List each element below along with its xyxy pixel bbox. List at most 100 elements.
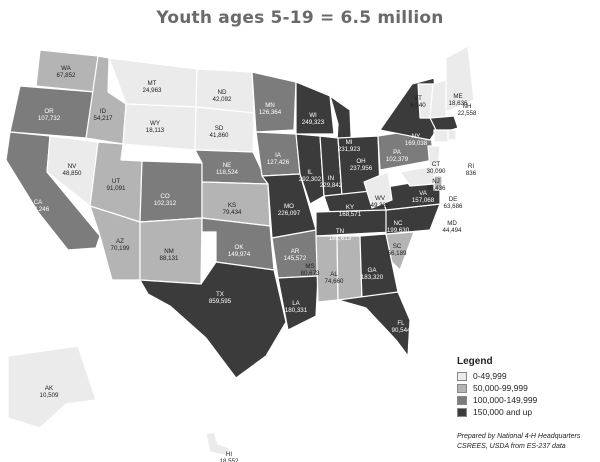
state-abbr: MN bbox=[265, 102, 275, 109]
state-value: 102,312 bbox=[154, 200, 177, 207]
state-label-co: CO 102,312 bbox=[154, 193, 177, 207]
state-value: 70,199 bbox=[111, 245, 130, 252]
state-value: 164,128 bbox=[463, 156, 486, 163]
state-value: 229,842 bbox=[320, 182, 343, 189]
state-abbr: NH bbox=[463, 103, 472, 110]
state-abbr: ME bbox=[453, 93, 462, 100]
state-value: 79,434 bbox=[223, 209, 242, 216]
state-abbr: GA bbox=[368, 267, 378, 274]
state-value: 118,524 bbox=[216, 169, 238, 176]
state-nh bbox=[429, 79, 447, 119]
state-label-mn: MN 126,364 bbox=[259, 102, 282, 116]
state-label-az: AZ 70,199 bbox=[111, 238, 130, 252]
state-value: 67,852 bbox=[57, 72, 76, 79]
state-value: 157,068 bbox=[412, 197, 435, 204]
state-value: 6,040 bbox=[410, 102, 426, 109]
state-label-nd: ND 42,092 bbox=[213, 89, 232, 103]
state-label-ne: NE 118,524 bbox=[216, 162, 238, 176]
state-label-wy: WY 18,113 bbox=[146, 120, 165, 134]
state-wi bbox=[295, 81, 335, 135]
state-label-or: OR 107,732 bbox=[38, 108, 61, 122]
state-abbr: IN bbox=[328, 175, 334, 182]
state-ms bbox=[315, 235, 339, 303]
state-value: 102,379 bbox=[386, 156, 409, 163]
state-value: 90,544 bbox=[392, 327, 411, 334]
state-label-wv: WV 49,335 bbox=[371, 195, 390, 209]
state-value: 249,323 bbox=[302, 119, 325, 126]
state-il bbox=[295, 133, 325, 205]
state-label-id: ID 54,217 bbox=[94, 108, 113, 122]
state-abbr: SC bbox=[393, 243, 402, 250]
state-value: 74,660 bbox=[325, 278, 344, 285]
state-wv bbox=[363, 171, 393, 209]
state-abbr: AL bbox=[330, 271, 338, 278]
state-az bbox=[89, 205, 141, 281]
state-label-mo: MO 226,097 bbox=[278, 203, 301, 217]
state-value: 42,092 bbox=[213, 96, 232, 103]
state-abbr: IA bbox=[275, 152, 282, 159]
state-abbr: TN bbox=[336, 228, 344, 235]
state-value: 180,331 bbox=[285, 307, 308, 314]
state-value: 18,113 bbox=[146, 127, 165, 134]
state-label-al: AL 74,660 bbox=[325, 271, 344, 285]
state-label-la: LA 180,331 bbox=[285, 300, 308, 314]
state-value: 231,923 bbox=[338, 146, 361, 153]
state-abbr: OK bbox=[235, 244, 245, 251]
state-hi bbox=[205, 431, 231, 457]
state-abbr: VA bbox=[419, 190, 428, 197]
state-value: 226,097 bbox=[278, 210, 301, 217]
state-abbr: WA bbox=[61, 65, 72, 72]
state-abbr: NY bbox=[412, 133, 421, 140]
state-label-vt: VT 6,040 bbox=[410, 95, 426, 109]
state-label-sc: SC 56,189 bbox=[388, 243, 407, 257]
state-abbr: IL bbox=[307, 169, 313, 176]
state-value: 126,364 bbox=[259, 109, 282, 116]
state-abbr: NE bbox=[223, 162, 232, 169]
state-value: 18,552 bbox=[220, 458, 239, 462]
state-abbr: MO bbox=[284, 203, 294, 210]
state-value: 292,302 bbox=[299, 176, 322, 183]
state-ne bbox=[194, 149, 269, 185]
legend-label: 0-49,999 bbox=[473, 371, 507, 381]
state-ct bbox=[433, 129, 449, 143]
state-abbr: MD bbox=[447, 220, 457, 227]
state-value: 107,732 bbox=[38, 115, 61, 122]
state-value: 49,335 bbox=[371, 202, 390, 209]
state-de bbox=[433, 175, 443, 191]
state-abbr: RI bbox=[468, 163, 474, 170]
legend-label: 150,000 and up bbox=[473, 407, 533, 417]
state-label-ri: RI 836 bbox=[466, 163, 477, 177]
state-value: 88,131 bbox=[160, 255, 179, 262]
state-value: 48,850 bbox=[63, 170, 82, 177]
state-value: 122,246 bbox=[27, 206, 50, 213]
state-label-wi: WI 249,323 bbox=[302, 112, 325, 126]
state-label-ak: AK 10,509 bbox=[40, 385, 59, 399]
state-abbr: AR bbox=[291, 248, 300, 255]
state-fl bbox=[337, 291, 411, 357]
state-abbr: TX bbox=[216, 291, 224, 298]
state-abbr: SD bbox=[215, 125, 224, 132]
legend-swatch bbox=[457, 371, 467, 381]
state-abbr: VT bbox=[414, 95, 422, 102]
state-label-ca: CA 122,246 bbox=[27, 199, 50, 213]
legend-swatch bbox=[457, 407, 467, 417]
state-value: 149,974 bbox=[228, 251, 251, 258]
state-sd bbox=[194, 106, 255, 153]
state-value: 10,509 bbox=[40, 392, 59, 399]
state-label-tx: TX 859,595 bbox=[209, 291, 232, 305]
state-abbr: LA bbox=[292, 300, 300, 307]
state-label-oh: OH 237,956 bbox=[350, 158, 373, 172]
state-label-ia: IA 127,426 bbox=[267, 152, 290, 166]
state-label-ar: AR 145,572 bbox=[284, 248, 307, 262]
state-value: 18,636 bbox=[449, 100, 468, 107]
legend-swatch bbox=[457, 383, 467, 393]
state-co bbox=[139, 160, 203, 223]
legend-title: Legend bbox=[457, 356, 493, 367]
state-abbr: FL bbox=[397, 320, 405, 327]
state-abbr: MT bbox=[148, 80, 157, 87]
state-abbr: AK bbox=[45, 385, 54, 392]
state-abbr: WY bbox=[150, 120, 160, 127]
state-label-me: ME 18,636 bbox=[449, 93, 468, 107]
state-value: 183,320 bbox=[361, 274, 384, 281]
